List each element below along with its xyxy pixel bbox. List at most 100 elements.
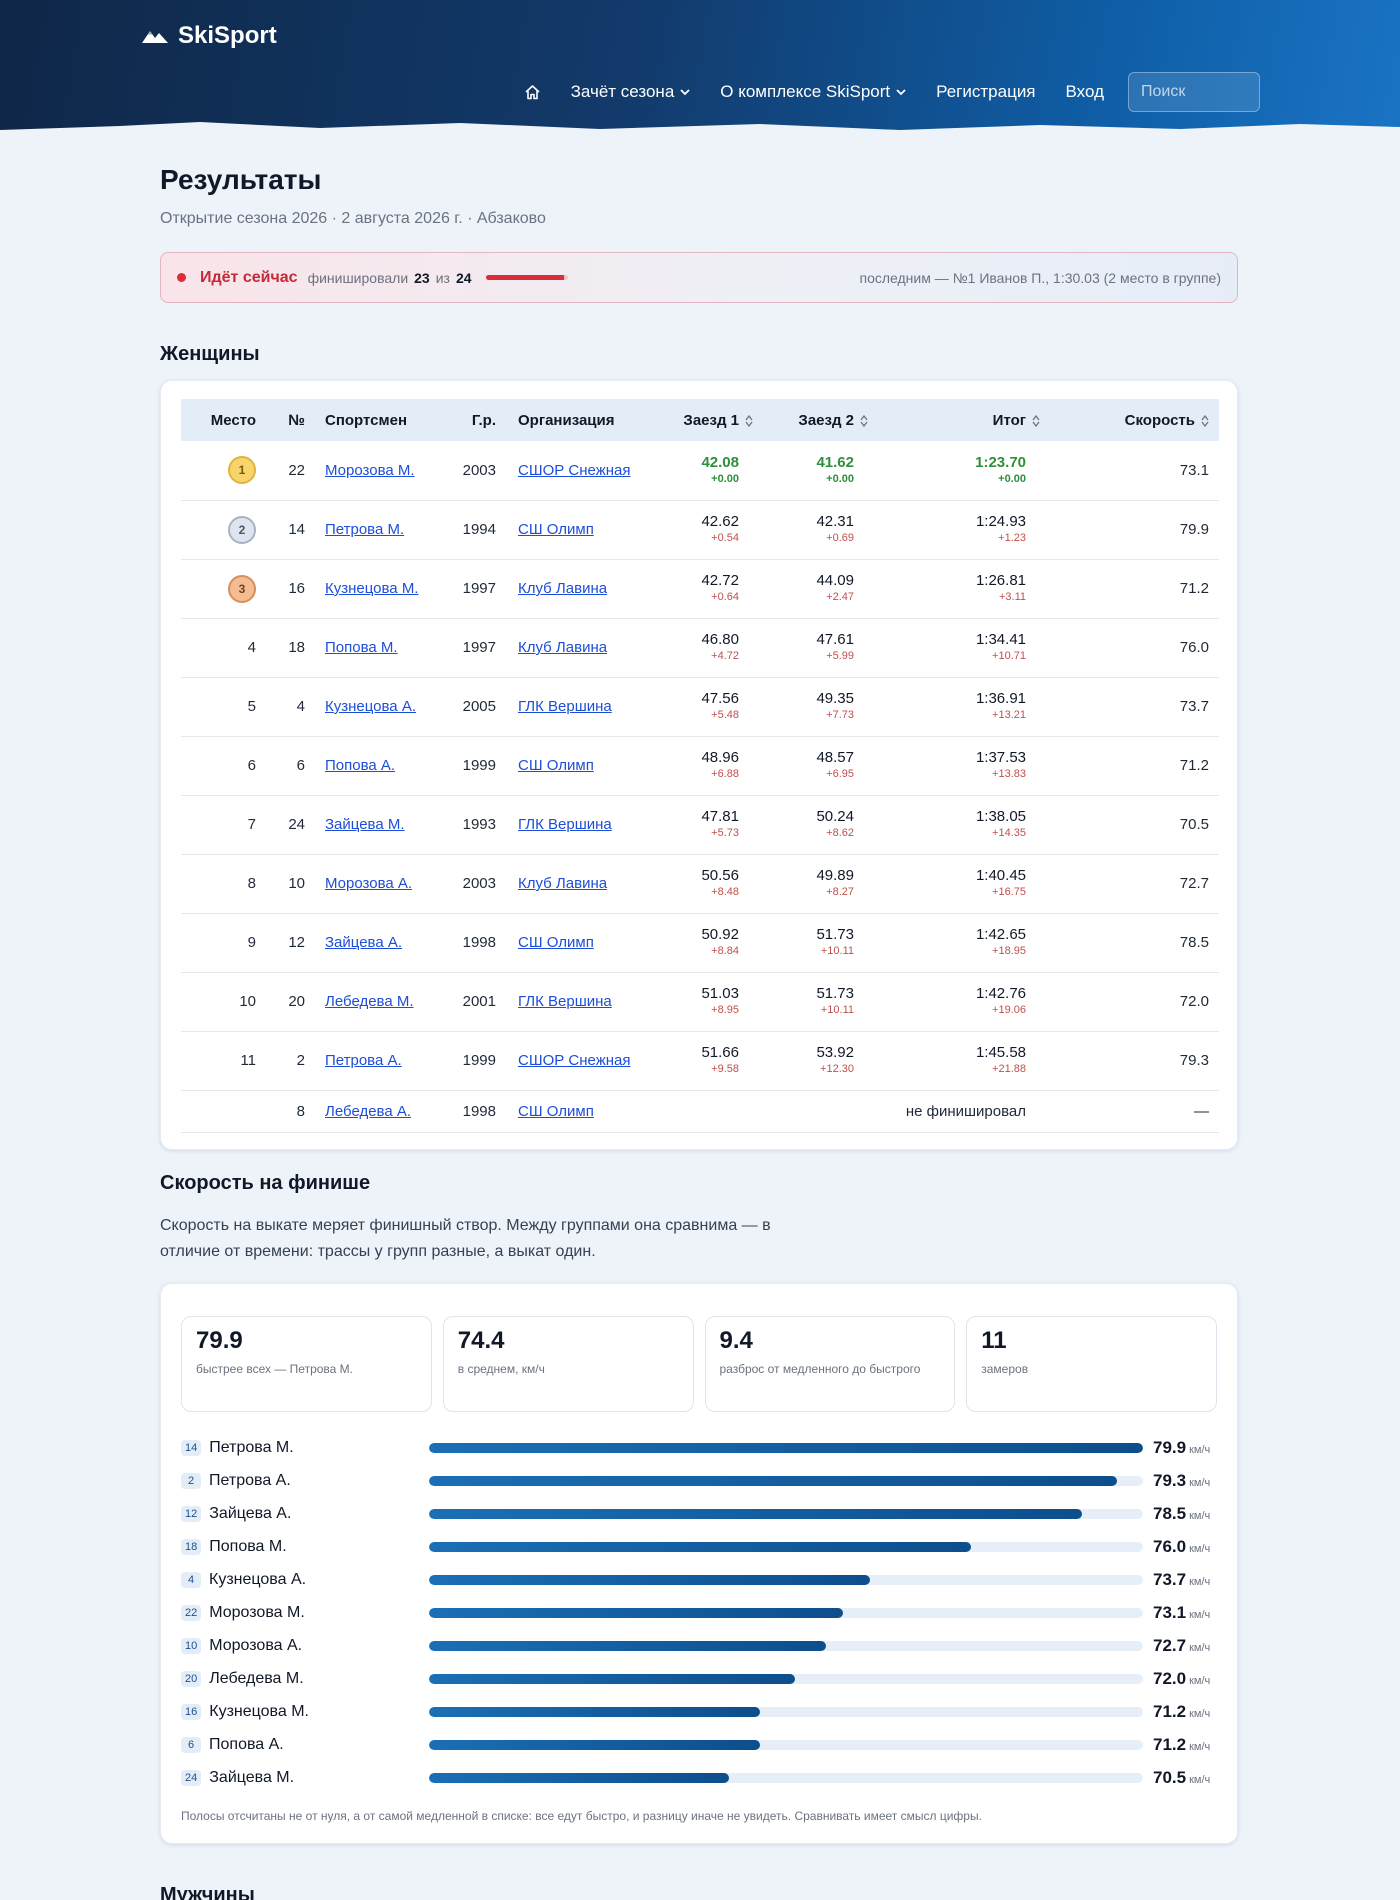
athlete-link[interactable]: Кузнецова М. xyxy=(325,580,419,597)
nav-login[interactable]: Вход xyxy=(1065,82,1104,101)
speed-bar-label: 18 Попова М. xyxy=(181,1538,429,1556)
org-link[interactable]: СШ Олимп xyxy=(518,1102,594,1120)
athlete-cell: Морозова А. xyxy=(305,854,445,914)
stat-card: 9.4 разброс от медленного до быстрого xyxy=(704,1315,956,1412)
org-cell: ГЛК Вершина xyxy=(496,795,651,855)
bib-cell: 16 xyxy=(256,559,305,619)
athlete-link[interactable]: Попова А. xyxy=(325,757,396,774)
athlete-cell: Попова А. xyxy=(305,736,445,796)
time-value: 50.56 xyxy=(701,867,739,884)
col-speed[interactable]: Скорость xyxy=(1040,399,1219,441)
nav-about[interactable]: О комплексе SkiSport xyxy=(720,82,906,102)
time-value: 51.66 xyxy=(701,1044,739,1061)
athlete-link[interactable]: Зайцева М. xyxy=(325,816,405,833)
org-link[interactable]: СШОР Снежная xyxy=(518,461,631,479)
sort-icon xyxy=(860,414,868,427)
place-value: 11 xyxy=(240,1052,256,1069)
speed-bar-label: 14 Петрова М. xyxy=(181,1439,429,1457)
org-link[interactable]: ГЛК Вершина xyxy=(518,698,612,715)
main-content: Результаты Открытие сезона 2026 · 2 авгу… xyxy=(160,164,1238,1900)
run1-cell: 42.62 +0.54 xyxy=(651,500,753,560)
place-cell: 1 xyxy=(181,441,256,501)
time-gap: +9.58 xyxy=(711,1063,739,1075)
home-icon xyxy=(525,85,540,100)
speed-bar-fill xyxy=(429,1476,1117,1486)
org-cell: СШОР Снежная xyxy=(496,441,651,501)
org-link[interactable]: Клуб Лавина xyxy=(518,639,608,656)
org-link[interactable]: ГЛК Вершина xyxy=(518,993,612,1010)
col-total[interactable]: Итог xyxy=(868,399,1040,441)
speed-stats: 79.9 быстрее всех — Петрова М. 74.4 в средн… xyxy=(161,1284,1237,1412)
speed-number: 71.2 xyxy=(1153,1735,1187,1754)
athlete-link[interactable]: Морозова М. xyxy=(325,461,415,479)
search-input[interactable] xyxy=(1128,72,1260,112)
table-row: 9 12 Зайцева А. 1998 СШ Олимп 50.92 +8.84 51.73… xyxy=(181,913,1219,973)
table-row: 1 22 Морозова М. 2003 СШОР Снежная 42.08 +0.00… xyxy=(181,441,1219,501)
speed-unit: км/ч xyxy=(1189,1543,1211,1555)
speed-bar-track xyxy=(429,1740,1143,1750)
athlete-name: Петрова А. xyxy=(209,1472,291,1489)
org-cell: Клуб Лавина xyxy=(496,854,651,914)
col-bib[interactable]: № xyxy=(256,399,305,441)
time-value: 42.08 xyxy=(701,453,739,471)
col-place[interactable]: Место xyxy=(181,399,256,441)
bib-badge: 24 xyxy=(181,1770,202,1786)
time-gap: +13.21 xyxy=(992,709,1026,721)
org-link[interactable]: СШ Олимп xyxy=(518,521,594,538)
speed-unit: км/ч xyxy=(1189,1609,1211,1621)
athlete-link[interactable]: Попова М. xyxy=(325,639,398,656)
run2-cell: 44.09 +2.47 xyxy=(753,559,868,619)
speed-bar-track xyxy=(429,1773,1143,1783)
bib-badge: 6 xyxy=(181,1737,201,1753)
col-run2[interactable]: Заезд 2 xyxy=(753,399,868,441)
chevron-down-icon xyxy=(680,88,690,95)
athlete-link[interactable]: Лебедева М. xyxy=(325,993,414,1010)
logo[interactable]: SkiSport xyxy=(142,22,277,50)
athlete-link[interactable]: Петрова А. xyxy=(325,1052,402,1069)
athlete-link[interactable]: Кузнецова А. xyxy=(325,698,416,715)
col-year[interactable]: Г.р. xyxy=(445,399,496,441)
org-link[interactable]: Клуб Лавина xyxy=(518,875,608,892)
bib-cell: 4 xyxy=(256,677,305,737)
athlete-name: Петрова М. xyxy=(209,1439,294,1456)
col-run1[interactable]: Заезд 1 xyxy=(651,399,753,441)
total-cell: 1:42.65 +18.95 xyxy=(868,913,1040,973)
time-gap: +16.75 xyxy=(992,886,1026,898)
time-gap: +21.88 xyxy=(992,1063,1026,1075)
athlete-cell: Лебедева М. xyxy=(305,972,445,1032)
bib-badge: 2 xyxy=(181,1473,201,1489)
women-results-card: Место № Спортсмен Г.р. Организация Заезд… xyxy=(160,380,1238,1150)
nav-register[interactable]: Регистрация xyxy=(936,82,1036,101)
speed-bar-row: 14 Петрова М. 79.9 км/ч xyxy=(181,1432,1217,1465)
total-cell: 1:36.91 +13.21 xyxy=(868,677,1040,737)
athlete-link[interactable]: Зайцева А. xyxy=(325,934,403,951)
athlete-link[interactable]: Лебедева А. xyxy=(325,1102,412,1120)
org-link[interactable]: Клуб Лавина xyxy=(518,580,608,597)
org-link[interactable]: ГЛК Вершина xyxy=(518,816,612,833)
col-speed-label: Скорость xyxy=(1124,411,1195,429)
speed-bar-row: 22 Морозова М. 73.1 км/ч xyxy=(181,1597,1217,1630)
org-link[interactable]: СШ Олимп xyxy=(518,757,594,774)
speed-bar-fill xyxy=(429,1674,796,1684)
org-link[interactable]: СШ Олимп xyxy=(518,934,594,951)
org-cell: СШ Олимп xyxy=(496,913,651,973)
home-link[interactable] xyxy=(524,84,541,100)
total-cell: 1:40.45 +16.75 xyxy=(868,854,1040,914)
col-athlete[interactable]: Спортсмен xyxy=(305,399,445,441)
chevron-down-icon xyxy=(896,88,906,95)
run1-cell: 42.08 +0.00 xyxy=(651,441,753,501)
time-value: 1:45.58 xyxy=(975,1044,1026,1061)
nav-season[interactable]: Зачёт сезона xyxy=(571,82,691,102)
time-gap: +8.84 xyxy=(711,945,739,957)
speed-bar-row: 6 Попова А. 71.2 км/ч xyxy=(181,1729,1217,1762)
athlete-link[interactable]: Морозова А. xyxy=(325,875,413,892)
time-gap: +8.27 xyxy=(826,886,854,898)
run1-cell: 48.96 +6.88 xyxy=(651,736,753,796)
org-link[interactable]: СШОР Снежная xyxy=(518,1052,631,1069)
athlete-link[interactable]: Петрова М. xyxy=(325,521,405,538)
bib-cell: 18 xyxy=(256,618,305,678)
header-wave xyxy=(0,122,1400,134)
place-cell: 2 xyxy=(181,500,256,560)
place-cell: 7 xyxy=(181,795,256,855)
col-org[interactable]: Организация xyxy=(496,399,651,441)
